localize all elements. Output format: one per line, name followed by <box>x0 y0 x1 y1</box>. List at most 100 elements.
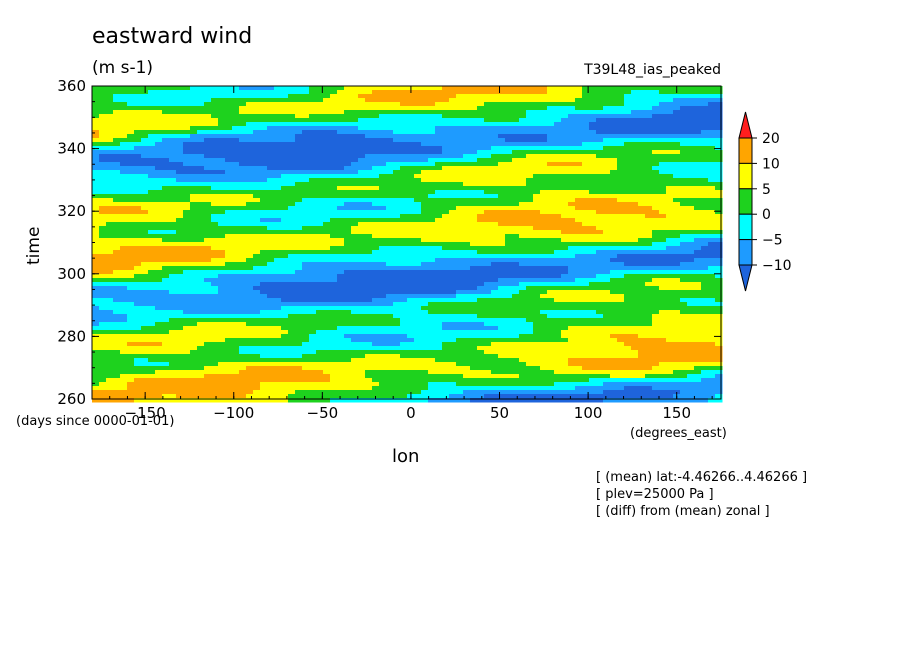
field-cell <box>414 234 422 239</box>
field-cell <box>169 190 177 195</box>
field-cell <box>680 154 688 159</box>
field-cell <box>99 126 107 131</box>
field-cell <box>260 230 268 235</box>
field-cell <box>183 250 191 255</box>
field-cell <box>484 250 492 255</box>
field-cell <box>183 302 191 307</box>
field-cell <box>274 274 282 279</box>
field-cell <box>148 278 156 283</box>
field-cell <box>260 158 268 163</box>
field-cell <box>365 210 373 215</box>
field-cell <box>225 86 233 91</box>
field-cell <box>624 286 632 291</box>
field-cell <box>715 154 723 159</box>
field-cell <box>351 90 359 95</box>
field-cell <box>582 118 590 123</box>
field-cell <box>218 302 226 307</box>
field-cell <box>281 202 289 207</box>
field-cell <box>442 158 450 163</box>
field-cell <box>687 286 695 291</box>
field-cell <box>631 90 639 95</box>
field-cell <box>113 142 121 147</box>
field-cell <box>288 102 296 107</box>
field-cell <box>694 166 702 171</box>
field-cell <box>533 234 541 239</box>
field-cell <box>673 190 681 195</box>
field-cell <box>302 250 310 255</box>
field-cell <box>540 214 548 219</box>
field-cell <box>421 198 429 203</box>
field-cell <box>589 282 597 287</box>
field-cell <box>92 262 100 267</box>
field-cell <box>113 210 121 215</box>
field-cell <box>505 194 513 199</box>
field-cell <box>183 202 191 207</box>
field-cell <box>358 238 366 243</box>
field-cell <box>295 146 303 151</box>
field-cell <box>176 274 184 279</box>
field-cell <box>603 190 611 195</box>
field-cell <box>239 282 247 287</box>
field-cell <box>505 174 513 179</box>
field-cell <box>435 174 443 179</box>
chart-title: eastward wind <box>92 24 253 49</box>
field-cell <box>582 270 590 275</box>
field-cell <box>582 226 590 231</box>
field-cell <box>218 154 226 159</box>
field-cell <box>568 90 576 95</box>
field-cell <box>701 166 709 171</box>
field-cell <box>169 178 177 183</box>
field-cell <box>386 294 394 299</box>
field-cell <box>610 278 618 283</box>
field-cell <box>351 278 359 283</box>
field-cell <box>92 138 100 143</box>
field-cell <box>120 106 128 111</box>
field-cell <box>246 110 254 115</box>
field-cell <box>190 166 198 171</box>
field-cell <box>309 122 317 127</box>
field-cell <box>148 102 156 107</box>
field-cell <box>470 274 478 279</box>
field-cell <box>295 162 303 167</box>
field-cell <box>351 206 359 211</box>
field-cell <box>512 226 520 231</box>
field-cell <box>470 142 478 147</box>
field-cell <box>393 202 401 207</box>
field-cell <box>183 146 191 151</box>
field-cell <box>575 94 583 99</box>
field-cell <box>358 166 366 171</box>
field-cell <box>120 154 128 159</box>
field-cell <box>617 86 625 91</box>
field-cell <box>477 130 485 135</box>
field-cell <box>99 286 107 291</box>
field-cell <box>302 206 310 211</box>
field-cell <box>351 214 359 219</box>
field-cell <box>260 274 268 279</box>
field-cell <box>169 102 177 107</box>
field-cell <box>575 146 583 151</box>
field-cell <box>393 98 401 103</box>
field-cell <box>701 238 709 243</box>
field-cell <box>379 178 387 183</box>
field-cell <box>358 282 366 287</box>
field-cell <box>673 230 681 235</box>
field-cell <box>246 254 254 259</box>
field-cell <box>414 290 422 295</box>
field-cell <box>624 98 632 103</box>
field-cell <box>330 178 338 183</box>
field-cell <box>491 110 499 115</box>
field-cell <box>218 214 226 219</box>
field-cell <box>673 202 681 207</box>
field-cell <box>295 278 303 283</box>
field-cell <box>148 306 156 311</box>
field-cell <box>358 134 366 139</box>
field-cell <box>358 138 366 143</box>
field-cell <box>281 294 289 299</box>
field-cell <box>155 110 163 115</box>
field-cell <box>435 126 443 131</box>
field-cell <box>379 158 387 163</box>
field-cell <box>204 254 212 259</box>
field-cell <box>659 210 667 215</box>
field-cell <box>260 94 268 99</box>
field-cell <box>554 238 562 243</box>
